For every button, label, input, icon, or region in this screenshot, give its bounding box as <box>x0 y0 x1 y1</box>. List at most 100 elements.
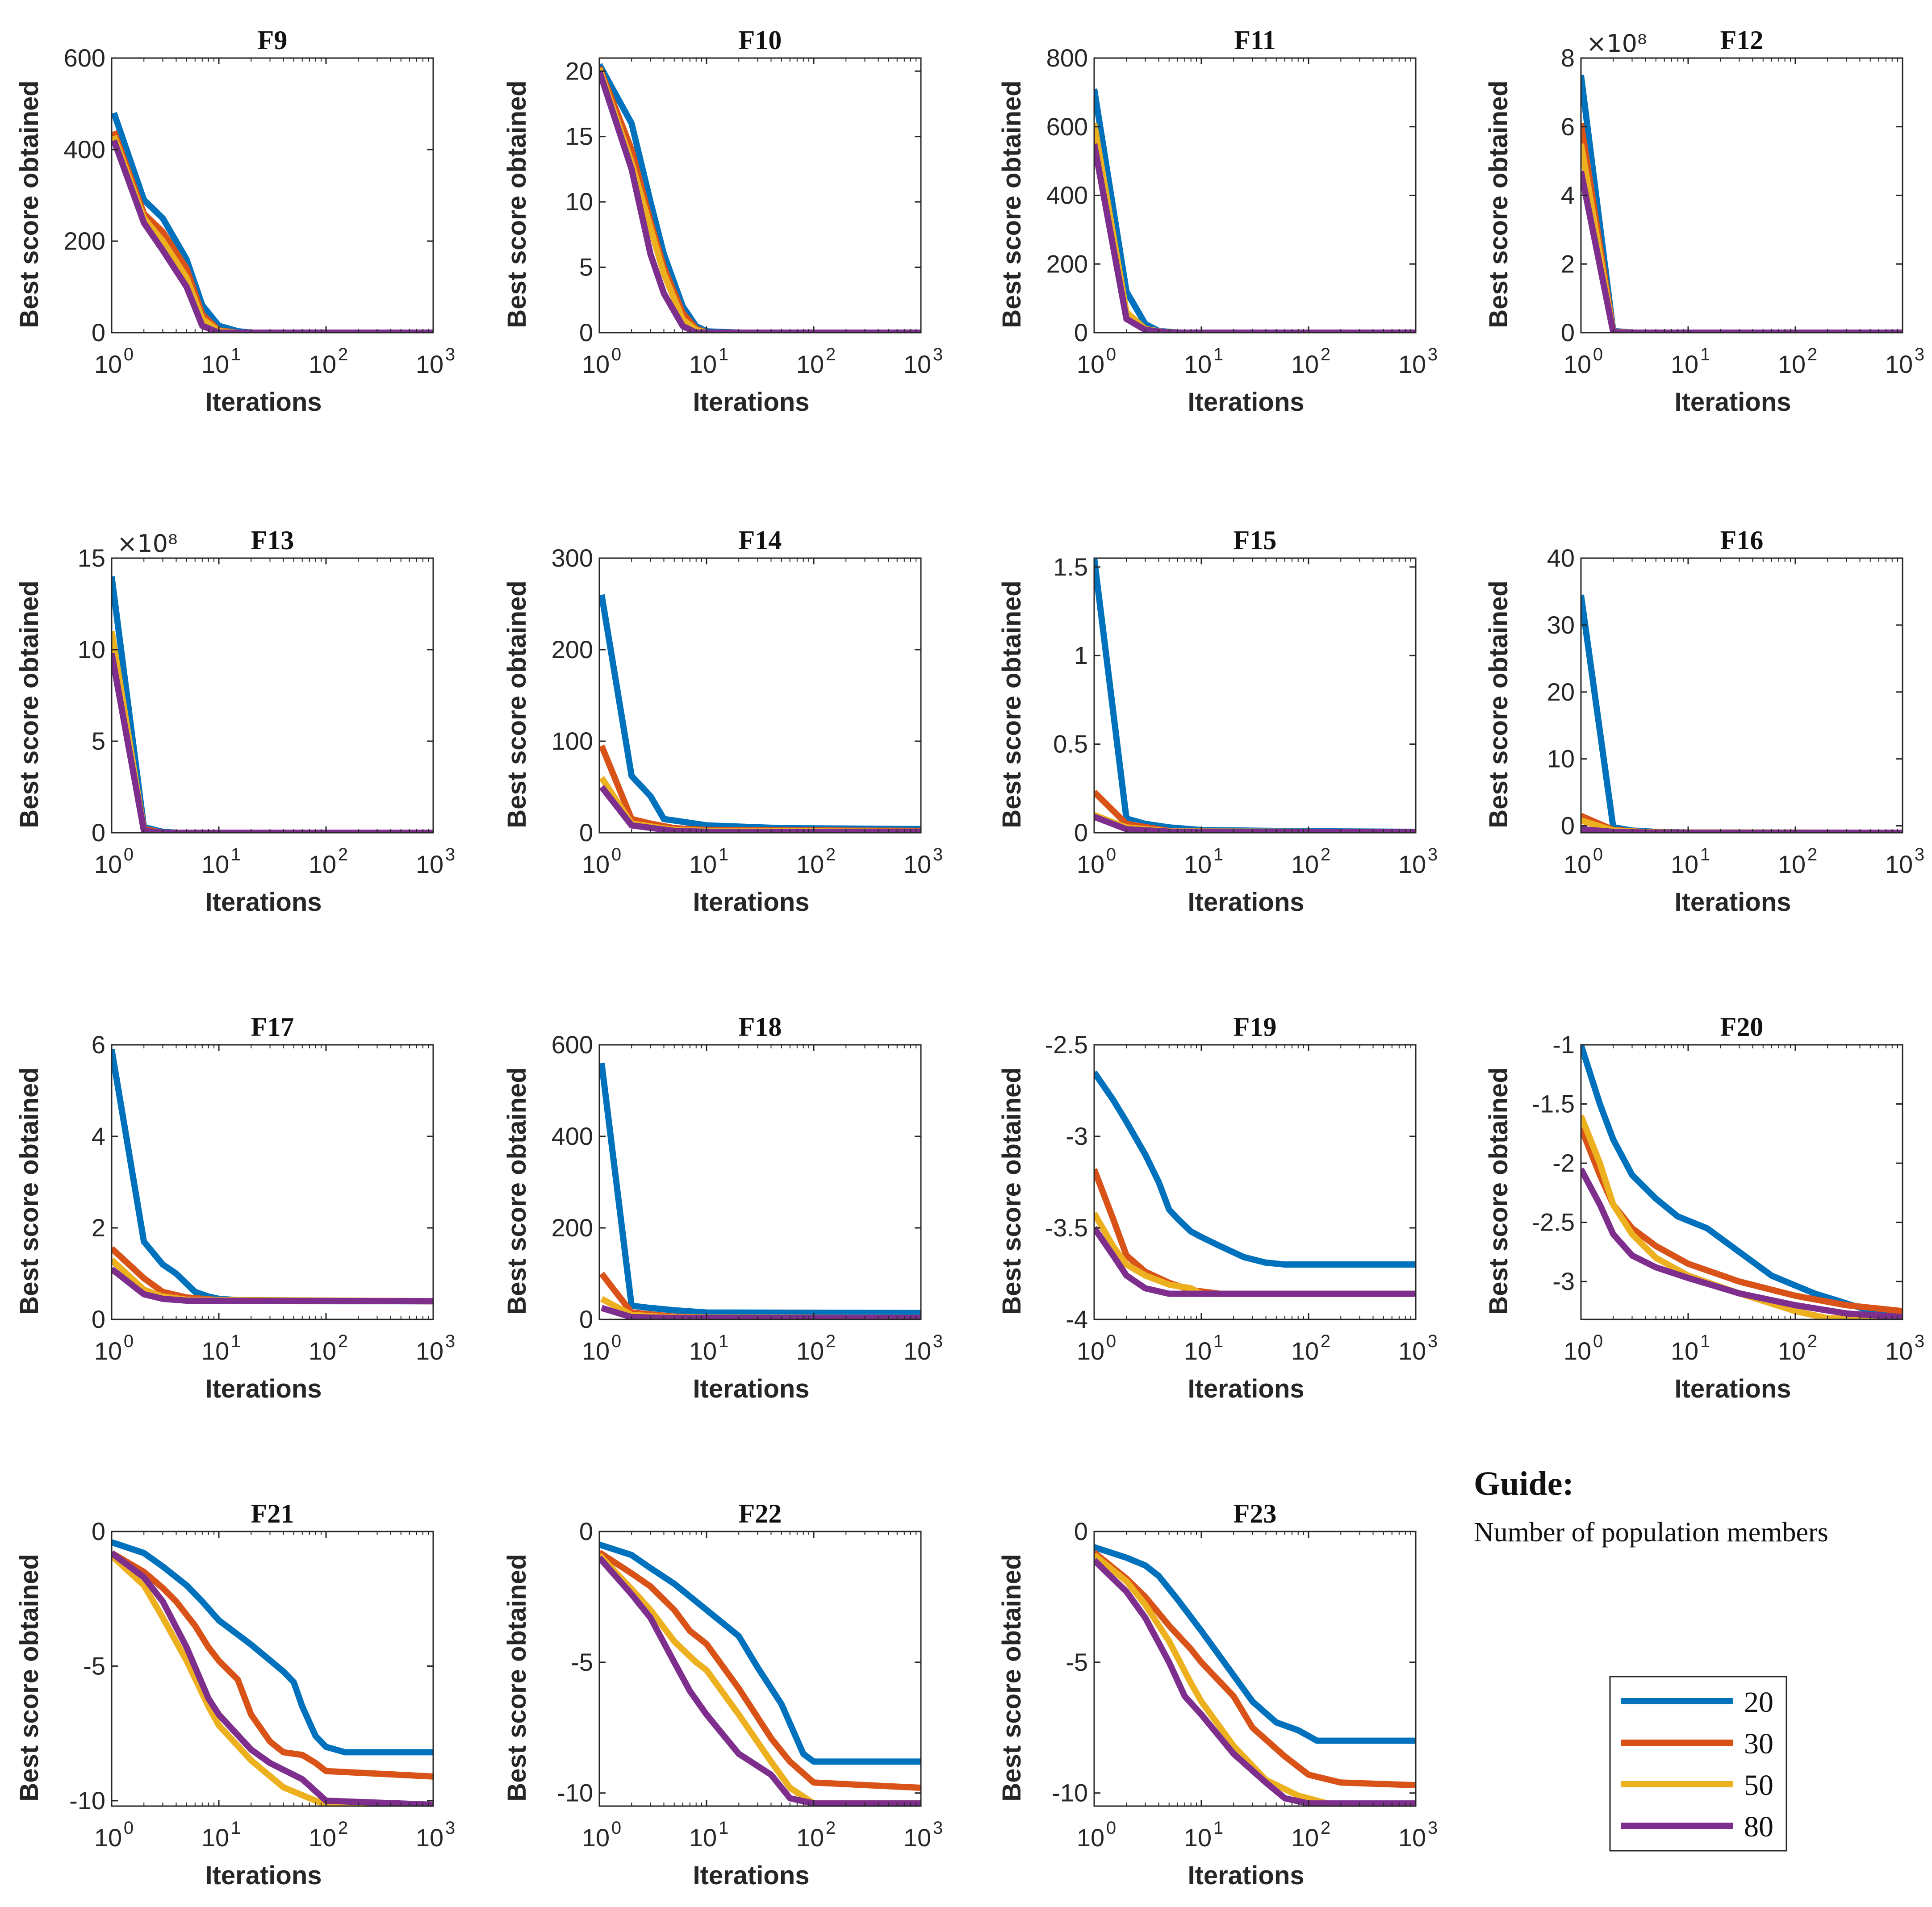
x-tick-label: 10 0 <box>582 1331 621 1365</box>
x-tick-base: 10 <box>416 1337 443 1365</box>
y-tick-label: 0 <box>92 318 105 346</box>
x-tick-label: 10 0 <box>1077 845 1116 878</box>
x-tick-label: 10 1 <box>201 1818 241 1852</box>
series-line-80 <box>1094 1226 1416 1297</box>
chart-title: F23 <box>1234 1499 1277 1528</box>
series-line-80 <box>1094 143 1416 333</box>
x-axis-label: Iterations <box>1188 1861 1304 1890</box>
axes-frame <box>1093 57 1417 334</box>
x-tick-base: 10 <box>94 850 122 878</box>
x-tick-label: 10 0 <box>1564 845 1603 878</box>
series-line-50 <box>1094 1211 1416 1297</box>
series-group <box>1094 558 1416 833</box>
x-tick-exponent: 1 <box>1213 1818 1223 1838</box>
axes-frame <box>598 1044 922 1320</box>
x-tick-exponent: 3 <box>933 1331 943 1351</box>
y-multiplier: ×10⁸ <box>117 530 178 558</box>
series-line-30 <box>112 1550 433 1780</box>
series-group <box>112 112 433 333</box>
x-axis-label: Iterations <box>1674 1374 1791 1403</box>
series-group <box>599 594 921 833</box>
x-tick-label: 10 2 <box>796 345 836 378</box>
chart-title: F11 <box>1234 25 1275 55</box>
x-tick-exponent: 0 <box>1593 1331 1603 1351</box>
chart-title: F21 <box>251 1499 294 1528</box>
x-tick-label: 10 0 <box>1077 1331 1116 1365</box>
x-tick-exponent: 1 <box>231 345 241 364</box>
x-tick-label: 10 2 <box>309 845 348 878</box>
axes-frame <box>598 1531 922 1807</box>
x-tick-base: 10 <box>689 350 717 378</box>
series-line-80 <box>599 70 921 333</box>
x-axis-label: Iterations <box>693 888 809 917</box>
y-tick-label: 0 <box>92 818 105 847</box>
x-tick-exponent: 3 <box>1915 345 1924 364</box>
x-tick-base: 10 <box>689 1824 717 1852</box>
y-tick-label: -10 <box>557 1779 593 1807</box>
x-tick-label: 10 0 <box>1077 1818 1116 1852</box>
series-line-30 <box>112 130 433 333</box>
x-tick-exponent: 0 <box>611 845 621 864</box>
series-group <box>1581 75 1903 333</box>
x-tick-base: 10 <box>582 350 610 378</box>
series-line-80 <box>112 139 433 333</box>
x-tick-label: 10 3 <box>1885 1331 1924 1365</box>
x-tick-label: 10 1 <box>1184 1331 1223 1365</box>
series-line-30 <box>1581 1127 1903 1314</box>
y-axis-label: Best score obtained <box>502 1554 531 1801</box>
y-axis-label: Best score obtained <box>15 580 44 828</box>
legend-label-20: 20 <box>1744 1686 1773 1719</box>
axes-frame <box>111 1044 434 1320</box>
series-line-20 <box>1094 1070 1416 1268</box>
y-tick-label: 400 <box>552 1122 593 1150</box>
x-tick-base: 10 <box>1184 1824 1212 1852</box>
x-tick-base: 10 <box>1184 1337 1212 1365</box>
x-tick-base: 10 <box>1398 850 1426 878</box>
y-tick-label: 5 <box>579 253 593 281</box>
x-tick-exponent: 2 <box>338 345 348 364</box>
x-tick-base: 10 <box>1885 850 1913 878</box>
series-line-80 <box>112 1266 433 1305</box>
x-tick-exponent: 1 <box>719 1331 728 1351</box>
x-tick-base: 10 <box>1291 1337 1319 1365</box>
axes-frame <box>1093 1044 1417 1320</box>
x-tick-exponent: 3 <box>445 1818 455 1838</box>
x-tick-base: 10 <box>416 350 443 378</box>
x-tick-base: 10 <box>689 1337 717 1365</box>
x-axis-label: Iterations <box>205 888 322 917</box>
y-tick-label: 15 <box>565 122 593 150</box>
series-line-20 <box>112 576 433 833</box>
x-tick-base: 10 <box>309 1824 336 1852</box>
x-tick-base: 10 <box>1564 350 1591 378</box>
x-tick-label: 10 1 <box>1184 845 1223 878</box>
y-tick-label: -5 <box>1066 1648 1088 1676</box>
x-axis-label: Iterations <box>1188 388 1304 417</box>
x-tick-base: 10 <box>582 850 610 878</box>
series-line-30 <box>599 66 921 333</box>
x-tick-base: 10 <box>201 850 229 878</box>
x-tick-exponent: 0 <box>611 345 621 364</box>
series-line-80 <box>1094 1558 1416 1806</box>
x-tick-exponent: 2 <box>826 845 836 864</box>
x-tick-base: 10 <box>1291 1824 1319 1852</box>
y-tick-label: 200 <box>1046 250 1088 278</box>
x-tick-label: 10 0 <box>1564 345 1603 378</box>
series-line-50 <box>112 630 433 833</box>
x-tick-exponent: 0 <box>611 1331 621 1351</box>
y-tick-label: 0 <box>579 318 593 346</box>
legend-box <box>1609 1676 1787 1852</box>
x-tick-label: 10 3 <box>1398 845 1438 878</box>
y-tick-label: 0 <box>1561 318 1575 346</box>
x-tick-base: 10 <box>1184 350 1212 378</box>
y-tick-label: 200 <box>64 227 105 255</box>
x-tick-exponent: 1 <box>719 345 728 364</box>
x-tick-base: 10 <box>416 850 443 878</box>
x-tick-base: 10 <box>903 350 931 378</box>
y-tick-label: 1.5 <box>1053 553 1088 581</box>
series-group <box>599 1063 921 1319</box>
y-tick-label: -3.5 <box>1045 1214 1088 1242</box>
y-tick-label: 10 <box>565 188 593 216</box>
x-tick-exponent: 2 <box>1807 1331 1817 1351</box>
